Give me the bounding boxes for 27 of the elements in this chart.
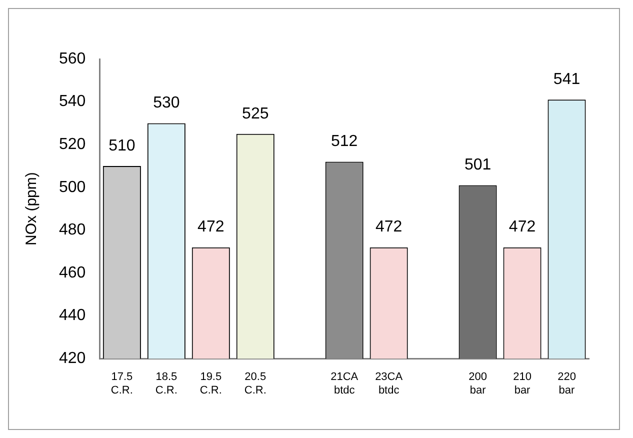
y-axis-title: NOx (ppm)	[23, 172, 40, 246]
x-tick-label: 19.5 C.R.	[200, 371, 222, 396]
y-tick-label: 440	[58, 307, 86, 324]
x-tick-label: 18.5 C.R.	[155, 371, 178, 396]
data-label: 472	[198, 218, 224, 236]
y-tick-label: 560	[58, 50, 86, 68]
data-label: 512	[330, 133, 358, 150]
x-tick-label: 17.5 C.R.	[110, 371, 133, 396]
y-tick-label: 520	[58, 136, 86, 154]
data-label: 472	[508, 218, 536, 236]
y-tick-label: 420	[58, 350, 86, 368]
data-label: 525	[242, 105, 269, 122]
data-label: 530	[153, 94, 180, 112]
x-tick-label: 220 bar	[558, 371, 576, 396]
x-tick-label: 20.5 C.R.	[244, 371, 266, 396]
data-label: 541	[553, 71, 580, 88]
x-tick-label: 210 bar	[513, 371, 532, 396]
data-label: 472	[375, 218, 402, 236]
y-tick-label: 460	[58, 264, 86, 282]
x-tick-label: 23CA btdc	[375, 371, 404, 396]
data-label: 501	[464, 156, 492, 174]
x-tick-label: 21CA btdc	[330, 371, 359, 396]
y-tick-label: 540	[58, 93, 86, 110]
x-tick-label: 200 bar	[468, 371, 487, 396]
y-tick-label: 500	[58, 178, 86, 196]
y-tick-label: 480	[58, 222, 86, 239]
data-label: 510	[108, 137, 136, 154]
